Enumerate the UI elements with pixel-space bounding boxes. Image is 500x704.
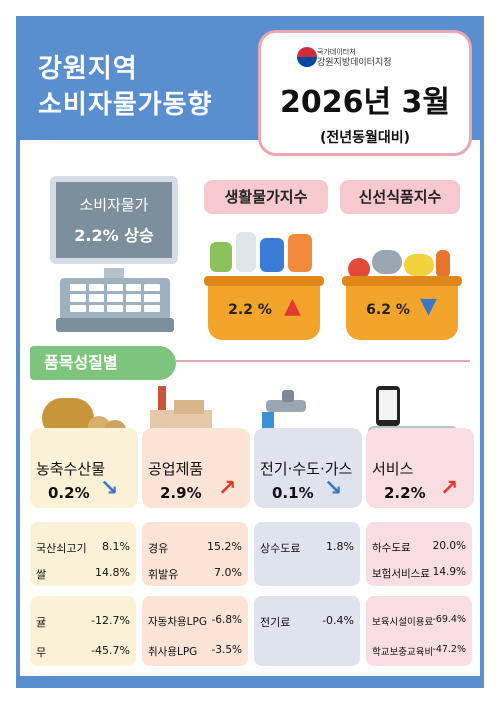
item-value: 1.8% [326, 540, 354, 553]
item-value: -6.8% [211, 614, 242, 626]
date-note: (전년동월대비) [319, 130, 411, 146]
item-value: -45.7% [91, 644, 130, 657]
item-name: 취사용LPG [148, 646, 198, 658]
item-name: 보육시설이용료 [372, 617, 434, 628]
services-falling-items: 보육시설이용료 -69.4% 학교보충교육비 -47.2% [366, 596, 472, 666]
agency-line-2: 강원지방데이터지청 [317, 58, 392, 68]
industrial-rising-items: 경유 15.2% 휘발유 7.0% [142, 522, 248, 586]
item-name: 자동차용LPG [148, 616, 207, 628]
item-name: 전기료 [260, 616, 291, 629]
item-value: -69.4% [432, 614, 466, 625]
item-value: 8.1% [102, 540, 130, 553]
grocery-goods-icon [204, 232, 324, 274]
report-date: 2026년 3월 [279, 85, 450, 120]
agri-rising-items: 국산쇠고기 8.1% 쌀 14.8% [30, 522, 136, 586]
down-arrow-icon: ↘ [100, 476, 119, 501]
cash-register-icon [104, 268, 124, 278]
item-value: 14.9% [432, 566, 466, 578]
item-name: 경유 [148, 542, 169, 555]
agency-name: 국가데이터처 강원지방데이터지청 [317, 47, 392, 69]
item-name: 귤 [36, 616, 47, 629]
cash-register-base [56, 318, 174, 332]
up-arrow-icon: ↗ [218, 476, 237, 501]
category-value: 0.1% [272, 484, 314, 502]
item-name: 학교보충교육비 [372, 647, 434, 658]
agency-logo [297, 47, 317, 67]
item-value: -12.7% [91, 614, 130, 627]
category-services: 서비스 2.2% ↗ [366, 428, 474, 508]
item-name: 쌀 [36, 568, 47, 581]
living-index-label: 생활물가지수 [204, 180, 328, 214]
utilities-rising-items: 상수도료 1.8% [254, 522, 360, 586]
item-name: 보험서비스료 [372, 568, 430, 580]
fresh-index-value: 6.2 % [366, 302, 410, 318]
category-name: 서비스 [372, 460, 414, 478]
cash-register-screen: 소비자물가 2.2% 상승 [50, 176, 178, 264]
item-name: 휘발유 [148, 568, 179, 581]
category-utilities: 전기·수도·가스 0.1% ↘ [254, 428, 362, 508]
item-value: -0.4% [322, 614, 354, 627]
agri-falling-items: 귤 -12.7% 무 -45.7% [30, 596, 136, 666]
item-value: -47.2% [432, 644, 466, 655]
category-agri: 농축수산물 0.2% ↘ [30, 428, 138, 508]
fresh-index-label: 신선식품지수 [340, 180, 460, 214]
fresh-basket: 6.2 % ▼ [342, 276, 462, 340]
fresh-down-arrow-icon: ▼ [420, 294, 437, 319]
industrial-falling-items: 자동차용LPG -6.8% 취사용LPG -3.5% [142, 596, 248, 666]
item-name: 상수도료 [260, 542, 301, 555]
section-divider [176, 360, 470, 362]
living-index-value: 2.2 % [228, 302, 272, 318]
item-name: 하수도료 [372, 542, 411, 554]
item-name: 국산쇠고기 [36, 542, 87, 555]
living-up-arrow-icon: ▲ [284, 294, 301, 319]
item-value: 14.8% [95, 566, 130, 579]
item-value: 20.0% [432, 540, 466, 552]
services-rising-items: 하수도료 20.0% 보험서비스료 14.9% [366, 522, 472, 586]
category-value: 2.2% [384, 484, 426, 502]
agency-line-1: 국가데이터처 [317, 48, 356, 56]
living-basket: 2.2 % ▲ [204, 276, 324, 340]
item-name: 무 [36, 646, 47, 659]
category-industrial: 공업제품 2.9% ↗ [142, 428, 250, 508]
category-value: 2.9% [160, 484, 202, 502]
category-value: 0.2% [48, 484, 90, 502]
category-name: 공업제품 [148, 460, 204, 478]
cpi-value: 2.2% 상승 [74, 226, 154, 245]
date-box: 국가데이터처 강원지방데이터지청 2026년 3월 (전년동월대비) [258, 30, 472, 156]
title-line-1: 강원지역 [38, 54, 138, 84]
up-arrow-icon: ↗ [440, 476, 459, 501]
category-name: 농축수산물 [36, 460, 106, 478]
item-value: -3.5% [211, 644, 242, 656]
cpi-label: 소비자물가 [79, 196, 149, 214]
item-value: 7.0% [214, 566, 242, 579]
category-name: 전기·수도·가스 [260, 460, 353, 478]
title-line-2: 소비자물가동향 [38, 90, 213, 120]
down-arrow-icon: ↘ [324, 476, 343, 501]
fresh-food-icon [344, 244, 456, 286]
section-label: 품목성질별 [30, 346, 176, 380]
utilities-falling-items: 전기료 -0.4% [254, 596, 360, 666]
cash-register-keys [70, 284, 160, 312]
item-value: 15.2% [207, 540, 242, 553]
